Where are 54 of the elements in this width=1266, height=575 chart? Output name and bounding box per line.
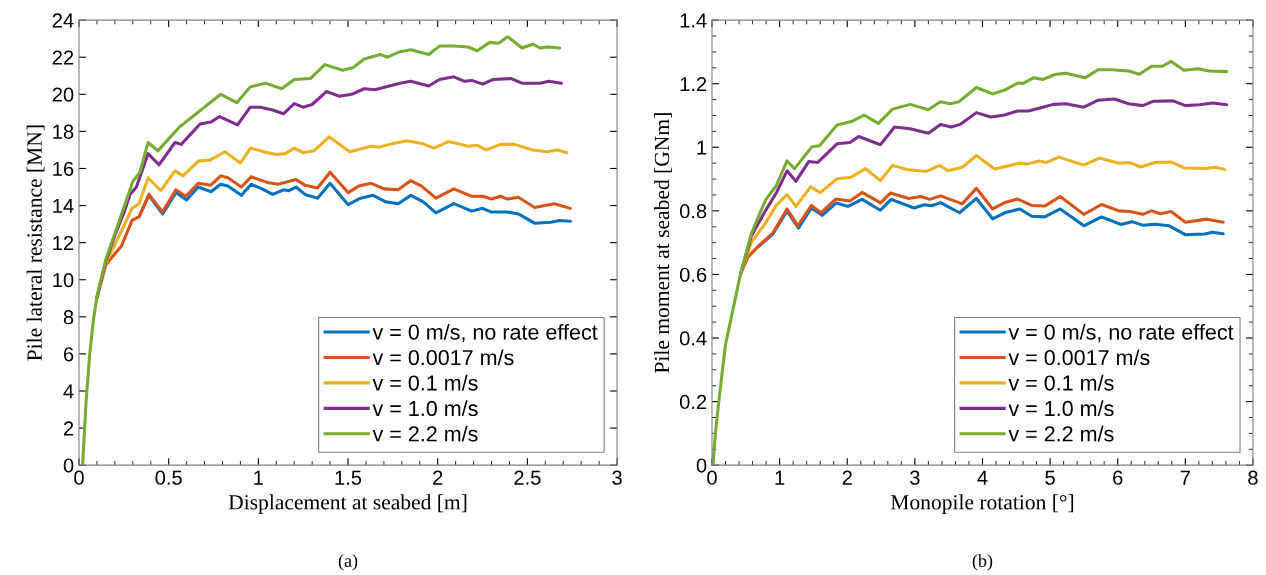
y-tick-label: 0.8 bbox=[679, 204, 707, 219]
x-tick-label: 2.5 bbox=[514, 470, 541, 485]
legend-label: v = 0.0017 m/s bbox=[1008, 349, 1150, 366]
y-tick-label: 0.6 bbox=[679, 267, 707, 282]
x-tick-label: 4 bbox=[977, 470, 988, 485]
x-tick-label: 1.5 bbox=[335, 470, 362, 485]
y-tick-label: 0 bbox=[63, 458, 74, 473]
y-tick-label: 8 bbox=[63, 310, 74, 325]
legend-label: v = 2.2 m/s bbox=[1008, 425, 1114, 442]
y-tick-label: 24 bbox=[52, 13, 74, 28]
legend-label: v = 1.0 m/s bbox=[372, 400, 478, 417]
x-tick-label: 2 bbox=[433, 470, 443, 485]
y-tick-label: 22 bbox=[52, 50, 74, 65]
x-tick-label: 3 bbox=[910, 470, 920, 485]
x-axis-title: Monopile rotation [°] bbox=[890, 494, 1074, 514]
legend-label: v = 0.0017 m/s bbox=[372, 349, 514, 366]
x-tick-label: 3 bbox=[612, 470, 622, 485]
y-tick-label: 16 bbox=[53, 161, 74, 176]
legend-label: v = 0 m/s, no rate effect bbox=[1008, 323, 1234, 343]
x-axis-title: Displacement at seabed [m] bbox=[228, 494, 467, 514]
y-tick-label: 18 bbox=[53, 124, 74, 139]
x-tick-label: 0 bbox=[707, 470, 717, 485]
x-tick-label: 7 bbox=[1180, 470, 1190, 485]
x-tick-label: 6 bbox=[1113, 470, 1123, 485]
y-tick-label: 1 bbox=[697, 140, 707, 155]
legend-label: v = 0.1 m/s bbox=[372, 374, 478, 391]
y-tick-label: 0.2 bbox=[679, 394, 707, 410]
y-tick-label: 10 bbox=[53, 272, 74, 288]
y-tick-label: 0 bbox=[696, 458, 707, 473]
legend-label: v = 0 m/s, no rate effect bbox=[372, 323, 598, 343]
text: (b) bbox=[972, 554, 993, 571]
y-axis-title: Pile lateral resistance [MN] bbox=[26, 125, 45, 361]
y-axis-title: Pile moment at seabed [GNm] bbox=[654, 113, 672, 373]
y-tick-label: 6 bbox=[63, 347, 74, 362]
x-tick-label: 1 bbox=[775, 470, 785, 485]
x-tick-label: 2 bbox=[842, 470, 852, 485]
legend-label: v = 2.2 m/s bbox=[372, 425, 478, 442]
y-tick-label: 12 bbox=[53, 235, 74, 250]
y-tick-label: 2 bbox=[63, 421, 74, 436]
x-tick-label: 5 bbox=[1045, 470, 1055, 485]
y-tick-label: 0.4 bbox=[679, 331, 707, 346]
x-tick-label: 0.5 bbox=[155, 470, 182, 485]
y-tick-label: 4 bbox=[63, 384, 74, 399]
text: (a) bbox=[338, 554, 358, 571]
legend-label: v = 0.1 m/s bbox=[1008, 374, 1114, 391]
x-tick-label: 8 bbox=[1248, 470, 1258, 485]
line-series bbox=[95, 135, 569, 300]
y-tick-label: 1.2 bbox=[680, 76, 707, 91]
x-tick-label: 0 bbox=[74, 470, 84, 485]
legend-label: v = 1.0 m/s bbox=[1008, 400, 1114, 417]
y-tick-label: 14 bbox=[53, 199, 74, 213]
x-tick-label: 1 bbox=[254, 470, 263, 485]
y-tick-label: 1.4 bbox=[680, 13, 707, 28]
y-tick-label: 20 bbox=[52, 87, 74, 102]
